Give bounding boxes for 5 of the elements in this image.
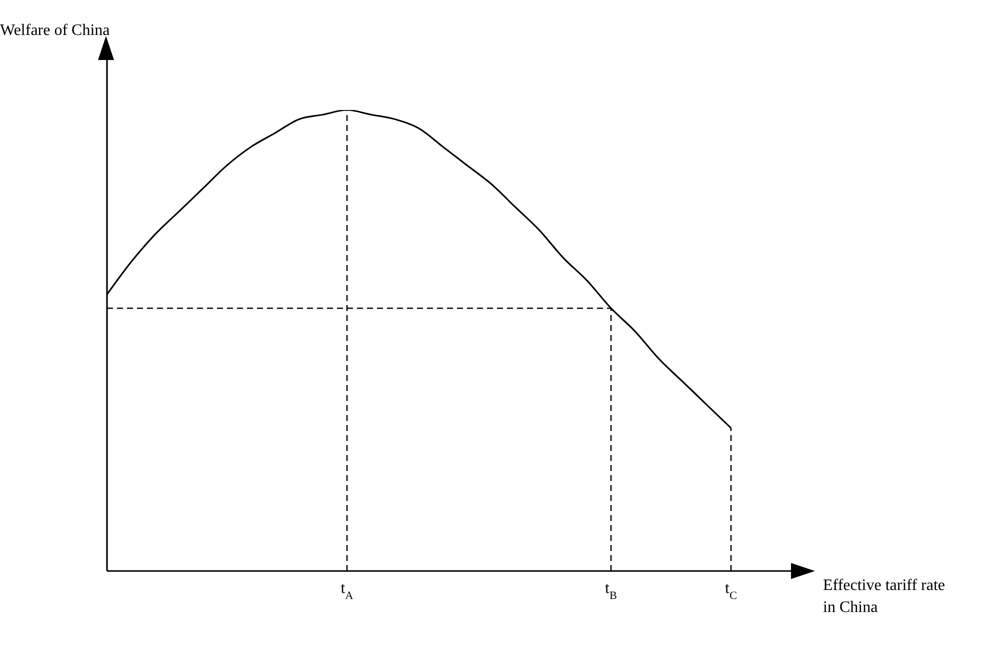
x-axis-title: Effective tariff rate in China xyxy=(823,576,946,618)
y-axis-title: Welfare of China xyxy=(0,22,110,40)
x-tick-label: t$_{A}$ xyxy=(340,580,354,602)
x-tick-label: t$_{B}$ xyxy=(605,580,617,602)
x-tick-label: t$_{C}$ xyxy=(725,580,737,602)
